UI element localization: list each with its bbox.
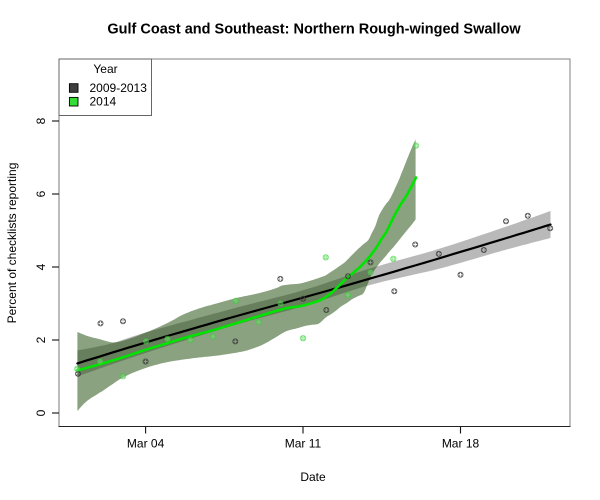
- svg-text:Mar 11: Mar 11: [285, 437, 322, 451]
- svg-text:2014: 2014: [90, 95, 117, 109]
- svg-text:Mar 18: Mar 18: [442, 437, 480, 451]
- svg-text:0: 0: [34, 409, 48, 416]
- svg-text:2: 2: [34, 336, 48, 343]
- svg-text:Percent of checklists reportin: Percent of checklists reporting: [5, 163, 19, 324]
- svg-text:4: 4: [34, 263, 48, 270]
- svg-text:Gulf Coast and Southeast: Nort: Gulf Coast and Southeast: Northern Rough…: [107, 22, 521, 38]
- svg-text:Mar 04: Mar 04: [127, 437, 165, 451]
- svg-text:6: 6: [34, 190, 48, 197]
- svg-text:Date: Date: [300, 470, 326, 484]
- svg-text:Year: Year: [93, 62, 117, 76]
- svg-text:8: 8: [34, 117, 48, 124]
- svg-text:2009-2013: 2009-2013: [90, 81, 148, 95]
